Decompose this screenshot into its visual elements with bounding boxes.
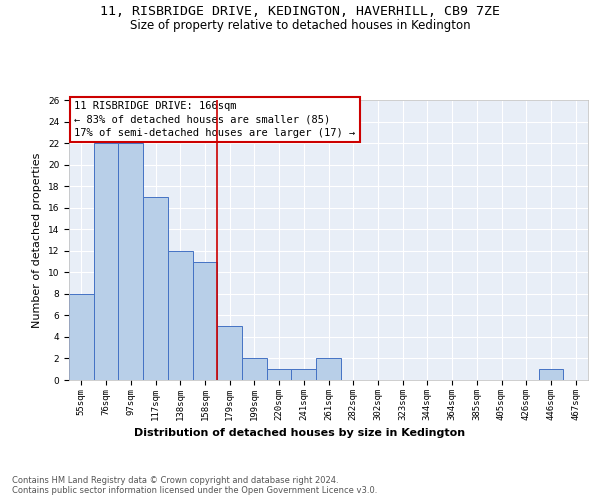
Bar (267, 369, 292, 380)
Bar (292, 369, 316, 380)
Text: Contains HM Land Registry data © Crown copyright and database right 2024.
Contai: Contains HM Land Registry data © Crown c… (12, 476, 377, 495)
Bar (193, 262, 217, 380)
Bar (94, 143, 118, 380)
Bar (217, 326, 242, 380)
Y-axis label: Number of detached properties: Number of detached properties (32, 152, 42, 328)
Bar (143, 197, 168, 380)
Bar (69, 294, 94, 380)
Text: Size of property relative to detached houses in Kedington: Size of property relative to detached ho… (130, 19, 470, 32)
Bar (242, 358, 267, 380)
Bar (539, 369, 563, 380)
Text: Distribution of detached houses by size in Kedington: Distribution of detached houses by size … (134, 428, 466, 438)
Bar (168, 251, 193, 380)
Text: 11, RISBRIDGE DRIVE, KEDINGTON, HAVERHILL, CB9 7ZE: 11, RISBRIDGE DRIVE, KEDINGTON, HAVERHIL… (100, 5, 500, 18)
Text: 11 RISBRIDGE DRIVE: 166sqm
← 83% of detached houses are smaller (85)
17% of semi: 11 RISBRIDGE DRIVE: 166sqm ← 83% of deta… (74, 102, 355, 138)
Bar (316, 358, 341, 380)
Bar (118, 143, 143, 380)
